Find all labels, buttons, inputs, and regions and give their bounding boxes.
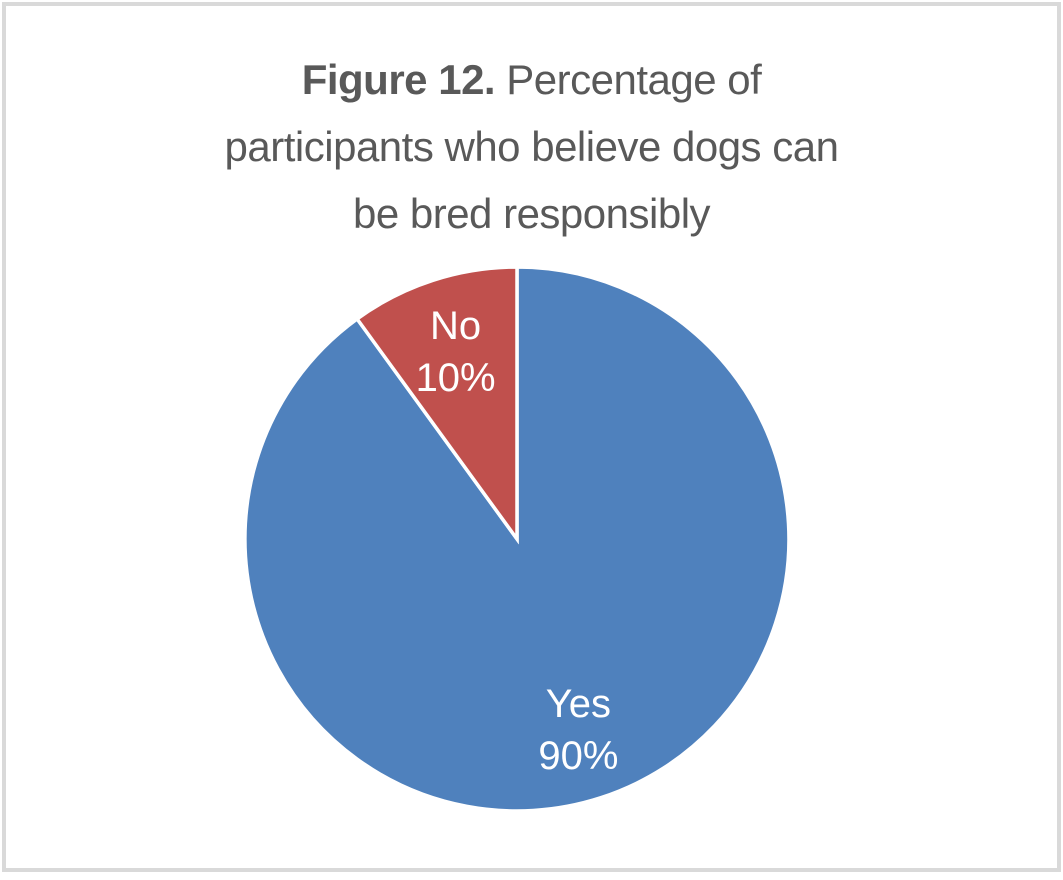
pie-slice-no [354, 265, 519, 545]
pie-label-yes: Yes 90% [538, 682, 618, 778]
pie-label-no: No 10% [416, 304, 496, 400]
chart-title: Figure 12. Percentage of participants wh… [6, 46, 1057, 247]
pie-chart: Yes 90% No 10% [243, 265, 791, 813]
title-line-2: participants who believe dogs can [224, 123, 839, 170]
title-line-1: Figure 12. Percentage of [6, 46, 1057, 113]
title-line-3: be bred responsibly [352, 190, 711, 237]
title-line1-rest: Percentage of [495, 56, 762, 103]
title-figure-number: Figure 12. [301, 56, 496, 103]
